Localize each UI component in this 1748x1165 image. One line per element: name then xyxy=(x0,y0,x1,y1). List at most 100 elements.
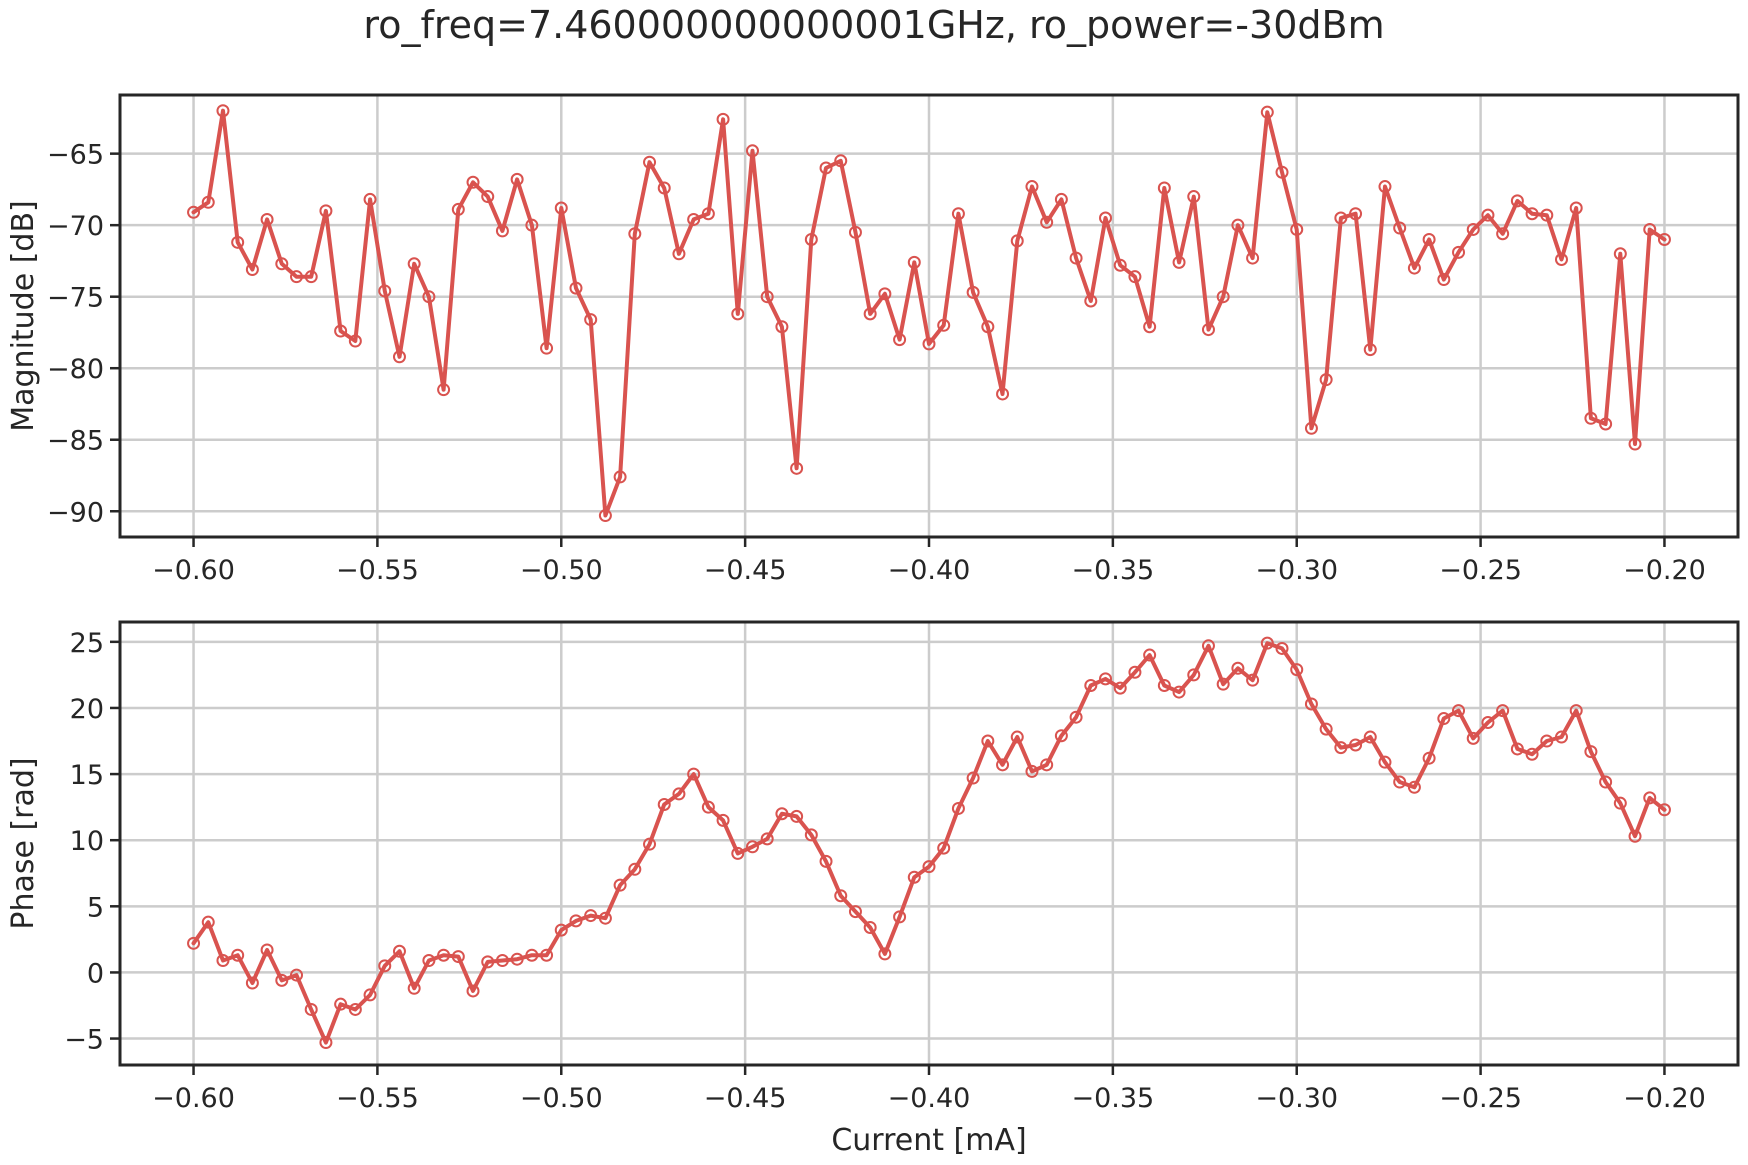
phase-data-point xyxy=(1599,775,1613,789)
phase-xtick-label: −0.20 xyxy=(1623,1083,1706,1114)
phase-panel: −0.60 −0.55 −0.50 −0.45 −0.40 −0.35 −0.30 −0.25… xyxy=(6,620,1740,1158)
phase-data-point xyxy=(1143,648,1157,662)
magnitude-data-point xyxy=(1260,105,1274,119)
phase-data-point xyxy=(1010,730,1024,744)
phase-data-point xyxy=(1040,758,1054,772)
magnitude-data-point xyxy=(1437,273,1451,287)
magnitude-data-point xyxy=(466,175,480,189)
magnitude-xtick-label: −0.50 xyxy=(520,555,603,586)
phase-xlabel: Current [mA] xyxy=(831,1123,1026,1158)
phase-data-point xyxy=(319,1036,333,1050)
phase-data-point xyxy=(937,841,951,855)
magnitude-data-point xyxy=(922,337,936,351)
magnitude-data-point xyxy=(319,204,333,218)
phase-xtick-label: −0.45 xyxy=(704,1083,787,1114)
phase-ytick-label: 0 xyxy=(87,958,104,989)
magnitude-data-point xyxy=(231,235,245,249)
magnitude-xtick-label: −0.60 xyxy=(152,555,235,586)
phase-data-point xyxy=(1422,751,1436,765)
magnitude-data-point xyxy=(907,255,921,269)
magnitude-data-point xyxy=(848,225,862,239)
magnitude-data-point xyxy=(1319,373,1333,387)
magnitude-data-point xyxy=(775,320,789,334)
magnitude-data-point xyxy=(1231,218,1245,232)
magnitude-data-point xyxy=(1275,165,1289,179)
magnitude-data-point xyxy=(584,313,598,327)
magnitude-xtick-label: −0.35 xyxy=(1071,555,1154,586)
magnitude-data-point xyxy=(437,383,451,397)
phase-data-point xyxy=(348,1002,362,1016)
magnitude-data-point xyxy=(1407,261,1421,275)
magnitude-data-point xyxy=(1643,222,1657,236)
phase-data-point xyxy=(1319,722,1333,736)
phase-data-point xyxy=(996,758,1010,772)
magnitude-data-point xyxy=(495,224,509,238)
phase-data-point xyxy=(569,914,583,928)
magnitude-series-line xyxy=(191,108,1667,518)
phase-data-point xyxy=(1231,661,1245,675)
phase-data-point xyxy=(495,954,509,968)
phase-data-point xyxy=(760,832,774,846)
phase-data-point xyxy=(775,807,789,821)
phase-data-point xyxy=(1246,673,1260,687)
magnitude-data-point xyxy=(201,195,215,209)
phase-data-point xyxy=(1657,803,1671,817)
magnitude-data-point xyxy=(554,201,568,215)
phase-data-point xyxy=(422,954,436,968)
magnitude-data-point xyxy=(1584,411,1598,425)
phase-data-point xyxy=(466,984,480,998)
magnitude-data-point xyxy=(819,161,833,175)
magnitude-data-point xyxy=(613,470,627,484)
magnitude-data-point xyxy=(1025,180,1039,194)
magnitude-data-point xyxy=(643,155,657,169)
magnitude-data-point xyxy=(1466,222,1480,236)
magnitude-data-point xyxy=(569,281,583,295)
magnitude-data-point xyxy=(1452,245,1466,259)
phase-ytick-label: −5 xyxy=(64,1025,104,1056)
magnitude-data-point xyxy=(745,144,759,158)
magnitude-data-point xyxy=(1054,192,1068,206)
magnitude-data-point xyxy=(628,227,642,241)
phase-data-point xyxy=(731,846,745,860)
magnitude-data-point xyxy=(304,270,318,284)
magnitude-data-point xyxy=(893,333,907,347)
figure-title: ro_freq=7.460000000000001GHz, ro_power=-… xyxy=(363,3,1384,47)
phase-data-point xyxy=(1349,738,1363,752)
phase-data-point xyxy=(334,997,348,1011)
magnitude-data-point xyxy=(422,290,436,304)
phase-data-point xyxy=(643,837,657,851)
phase-data-point xyxy=(1452,704,1466,718)
phase-data-point xyxy=(1407,780,1421,794)
phase-data-point xyxy=(540,948,554,962)
magnitude-data-point xyxy=(481,190,495,204)
phase-data-point xyxy=(804,828,818,842)
phase-data-point xyxy=(1525,747,1539,761)
magnitude-data-point xyxy=(790,461,804,475)
phase-xtick-label: −0.50 xyxy=(520,1083,603,1114)
phase-data-point xyxy=(407,981,421,995)
magnitude-data-point xyxy=(1216,290,1230,304)
magnitude-data-point xyxy=(1496,227,1510,241)
magnitude-ytick-label: −65 xyxy=(47,140,104,171)
magnitude-data-point xyxy=(687,212,701,226)
phase-data-point xyxy=(245,976,259,990)
phase-ytick-label: 15 xyxy=(70,760,104,791)
magnitude-data-point xyxy=(951,207,965,221)
magnitude-data-point xyxy=(1393,221,1407,235)
phase-data-point xyxy=(554,923,568,937)
magnitude-data-point xyxy=(760,290,774,304)
phase-data-point xyxy=(922,860,936,874)
phase-data-point xyxy=(1496,704,1510,718)
magnitude-data-point xyxy=(701,207,715,221)
phase-ytick-label: 20 xyxy=(70,694,104,725)
phase-data-point xyxy=(392,944,406,958)
phase-data-point xyxy=(981,734,995,748)
magnitude-data-point xyxy=(1172,255,1186,269)
phase-data-point xyxy=(701,800,715,814)
phase-data-point xyxy=(1437,712,1451,726)
magnitude-data-point xyxy=(510,172,524,186)
magnitude-panel: −0.60 −0.55 −0.50 −0.45 −0.40 −0.35 −0.30 −0.25… xyxy=(6,93,1740,586)
magnitude-data-point xyxy=(981,320,995,334)
phase-data-point xyxy=(687,767,701,781)
magnitude-data-point xyxy=(290,270,304,284)
